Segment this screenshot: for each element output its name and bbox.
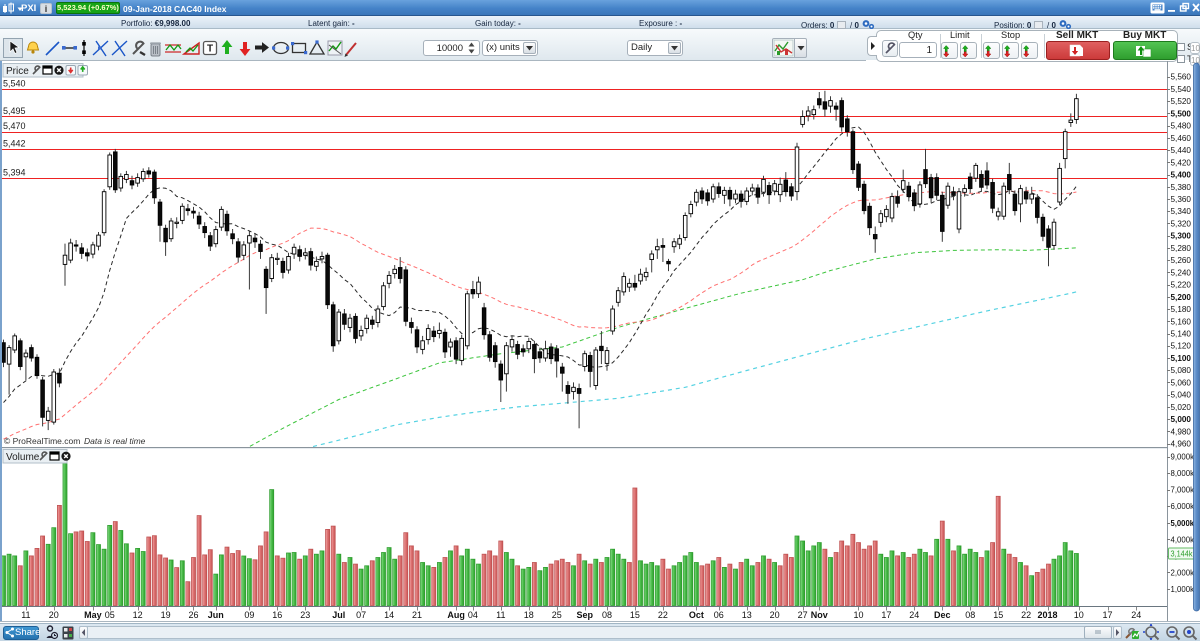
svg-text:19: 19 bbox=[161, 610, 171, 620]
svg-text:© ProRealTime.com: © ProRealTime.com bbox=[4, 436, 80, 446]
svg-text:5,140: 5,140 bbox=[1171, 329, 1192, 339]
svg-text:5,495: 5,495 bbox=[3, 106, 26, 116]
svg-text:27: 27 bbox=[798, 610, 808, 620]
svg-text:11: 11 bbox=[21, 610, 30, 620]
svg-text:2018: 2018 bbox=[1037, 610, 1057, 620]
svg-text:13: 13 bbox=[742, 610, 752, 620]
svg-text:5,442: 5,442 bbox=[3, 138, 26, 148]
svg-text:10: 10 bbox=[853, 610, 863, 620]
svg-text:5,180: 5,180 bbox=[1171, 304, 1192, 314]
svg-text:6,000k: 6,000k bbox=[1171, 501, 1195, 511]
svg-text:20: 20 bbox=[770, 610, 780, 620]
svg-text:5,100: 5,100 bbox=[1171, 353, 1192, 363]
svg-text:May: May bbox=[84, 610, 102, 620]
svg-text:23: 23 bbox=[300, 610, 310, 620]
svg-text:5,480: 5,480 bbox=[1171, 121, 1192, 131]
svg-text:5,540: 5,540 bbox=[3, 78, 26, 88]
svg-text:T: T bbox=[207, 44, 213, 55]
svg-text:16: 16 bbox=[272, 610, 282, 620]
svg-text:22: 22 bbox=[1021, 610, 1031, 620]
svg-text:5,380: 5,380 bbox=[1171, 182, 1192, 192]
svg-text:5,040: 5,040 bbox=[1171, 390, 1192, 400]
svg-text:5,470: 5,470 bbox=[3, 121, 26, 131]
svg-text:Data is real time: Data is real time bbox=[84, 436, 146, 446]
svg-text:5,060: 5,060 bbox=[1171, 377, 1192, 387]
svg-text:12: 12 bbox=[133, 610, 143, 620]
svg-text:20: 20 bbox=[49, 610, 59, 620]
svg-text:2,000k: 2,000k bbox=[1171, 567, 1195, 577]
svg-text:5,240: 5,240 bbox=[1171, 267, 1192, 277]
svg-text:22: 22 bbox=[658, 610, 668, 620]
svg-text:4,000k: 4,000k bbox=[1171, 534, 1195, 544]
svg-text:5,080: 5,080 bbox=[1171, 365, 1192, 375]
svg-text:17: 17 bbox=[881, 610, 891, 620]
svg-text:11: 11 bbox=[496, 610, 505, 620]
svg-text:24: 24 bbox=[909, 610, 919, 620]
svg-text:5,460: 5,460 bbox=[1171, 133, 1192, 143]
svg-text:26: 26 bbox=[188, 610, 198, 620]
svg-text:7,000k: 7,000k bbox=[1171, 485, 1195, 495]
svg-text:06: 06 bbox=[714, 610, 724, 620]
svg-text:5,320: 5,320 bbox=[1171, 219, 1192, 229]
svg-text:05: 05 bbox=[105, 610, 115, 620]
svg-text:10: 10 bbox=[1074, 610, 1084, 620]
svg-text:5,394: 5,394 bbox=[3, 168, 26, 178]
svg-text:15: 15 bbox=[993, 610, 1003, 620]
svg-text:5,560: 5,560 bbox=[1171, 72, 1192, 82]
svg-text:5,280: 5,280 bbox=[1171, 243, 1192, 253]
svg-text:09: 09 bbox=[244, 610, 254, 620]
svg-text:5,000k: 5,000k bbox=[1171, 518, 1195, 528]
svg-text:5,340: 5,340 bbox=[1171, 206, 1192, 216]
svg-text:Oct: Oct bbox=[689, 610, 704, 620]
svg-text:5,440: 5,440 bbox=[1171, 145, 1192, 155]
svg-text:Jul: Jul bbox=[332, 610, 345, 620]
svg-text:Price: Price bbox=[6, 66, 29, 77]
svg-text:5,540: 5,540 bbox=[1171, 84, 1192, 94]
svg-text:5,400: 5,400 bbox=[1171, 170, 1192, 180]
svg-text:18: 18 bbox=[524, 610, 534, 620]
svg-text:21: 21 bbox=[412, 610, 422, 620]
svg-text:5,220: 5,220 bbox=[1171, 280, 1192, 290]
svg-text:Jun: Jun bbox=[208, 610, 224, 620]
svg-text:25: 25 bbox=[552, 610, 562, 620]
svg-text:5,120: 5,120 bbox=[1171, 341, 1192, 351]
svg-text:5,300: 5,300 bbox=[1171, 231, 1192, 241]
svg-text:15: 15 bbox=[630, 610, 640, 620]
svg-text:Sep: Sep bbox=[576, 610, 593, 620]
svg-text:5,020: 5,020 bbox=[1171, 402, 1192, 412]
svg-text:5,260: 5,260 bbox=[1171, 255, 1192, 265]
svg-text:1,000k: 1,000k bbox=[1171, 584, 1195, 594]
svg-text:04: 04 bbox=[468, 610, 478, 620]
svg-text:5,420: 5,420 bbox=[1171, 157, 1192, 167]
svg-text:5,360: 5,360 bbox=[1171, 194, 1192, 204]
svg-text:4,960: 4,960 bbox=[1171, 439, 1192, 449]
svg-text:9,000k: 9,000k bbox=[1171, 452, 1195, 462]
svg-text:14: 14 bbox=[384, 610, 394, 620]
svg-text:8,000k: 8,000k bbox=[1171, 468, 1195, 478]
svg-text:4,980: 4,980 bbox=[1171, 426, 1192, 436]
svg-text:17: 17 bbox=[1102, 610, 1112, 620]
svg-text:5,000: 5,000 bbox=[1171, 414, 1192, 424]
svg-text:5,500: 5,500 bbox=[1171, 108, 1192, 118]
svg-text:08: 08 bbox=[965, 610, 975, 620]
svg-text:24: 24 bbox=[1131, 610, 1141, 620]
svg-text:5,160: 5,160 bbox=[1171, 316, 1192, 326]
svg-text:5,200: 5,200 bbox=[1171, 292, 1192, 302]
svg-text:Dec: Dec bbox=[934, 610, 951, 620]
svg-text:Nov: Nov bbox=[811, 610, 828, 620]
svg-text:08: 08 bbox=[602, 610, 612, 620]
svg-text:Aug: Aug bbox=[447, 610, 465, 620]
svg-text:07: 07 bbox=[356, 610, 366, 620]
svg-text:3,144k: 3,144k bbox=[1171, 550, 1194, 559]
svg-text:Volume: Volume bbox=[6, 452, 40, 463]
svg-text:5,520: 5,520 bbox=[1171, 96, 1192, 106]
